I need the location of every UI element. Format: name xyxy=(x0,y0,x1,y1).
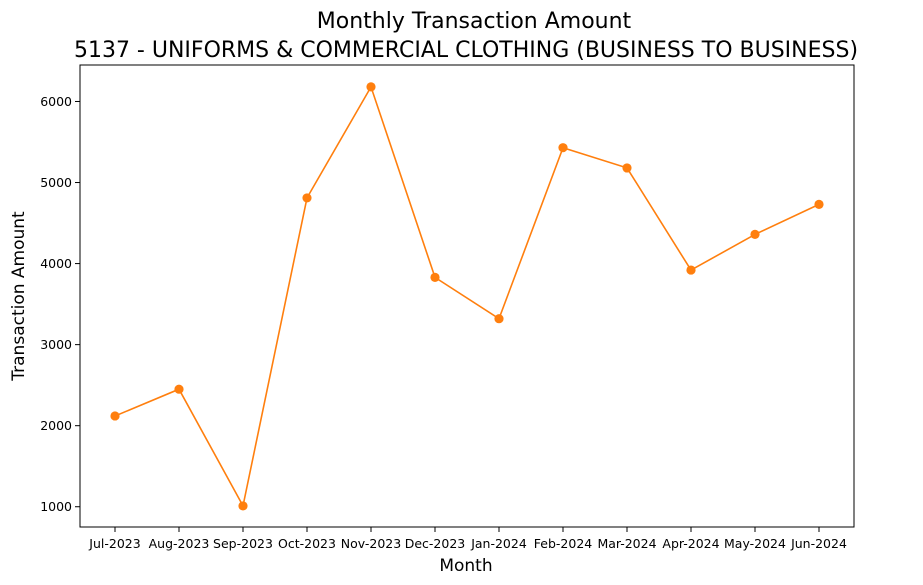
series-line xyxy=(114,84,820,509)
x-tick-label: Jun-2024 xyxy=(790,536,847,551)
x-tick-label: May-2024 xyxy=(724,536,786,551)
data-point xyxy=(686,265,696,275)
data-point xyxy=(750,229,760,239)
data-point xyxy=(174,384,184,394)
data-point xyxy=(622,163,632,173)
data-point xyxy=(366,82,376,92)
x-tick-label: Oct-2023 xyxy=(278,536,336,551)
data-point xyxy=(110,411,120,421)
y-tick-label: 3000 xyxy=(40,337,72,352)
y-tick-label: 6000 xyxy=(40,94,72,109)
y-axis: 1000 2000 3000 4000 5000 6000 xyxy=(40,94,80,514)
x-tick-label: Apr-2024 xyxy=(662,536,719,551)
x-tick-label: Aug-2023 xyxy=(149,536,210,551)
chart-title: Monthly Transaction Amount xyxy=(317,9,632,34)
chart-subtitle: 5137 - UNIFORMS & COMMERCIAL CLOTHING (B… xyxy=(74,38,858,63)
data-point xyxy=(302,193,312,203)
x-tick-label: Sep-2023 xyxy=(213,536,273,551)
x-tick-label: Jan-2024 xyxy=(470,536,527,551)
data-point xyxy=(494,314,504,324)
x-tick-label: Feb-2024 xyxy=(534,536,593,551)
y-tick-label: 5000 xyxy=(40,175,72,190)
x-tick-label: Mar-2024 xyxy=(597,536,656,551)
y-tick-label: 4000 xyxy=(40,256,72,271)
y-tick-label: 1000 xyxy=(40,499,72,514)
x-axis: Jul-2023 Aug-2023 Sep-2023 Oct-2023 Nov-2023… xyxy=(88,527,847,551)
plot-area xyxy=(79,64,855,528)
y-axis-label: Transaction Amount xyxy=(9,211,29,382)
data-point xyxy=(430,272,440,282)
x-tick-label: Jul-2023 xyxy=(88,536,140,551)
y-tick-label: 2000 xyxy=(40,418,72,433)
data-point xyxy=(814,199,824,210)
series-layer xyxy=(110,82,824,511)
x-tick-label: Dec-2023 xyxy=(405,536,466,551)
x-axis-label: Month xyxy=(439,556,492,576)
data-point xyxy=(558,143,568,153)
x-tick-label: Nov-2023 xyxy=(341,536,401,551)
data-point xyxy=(238,501,248,511)
